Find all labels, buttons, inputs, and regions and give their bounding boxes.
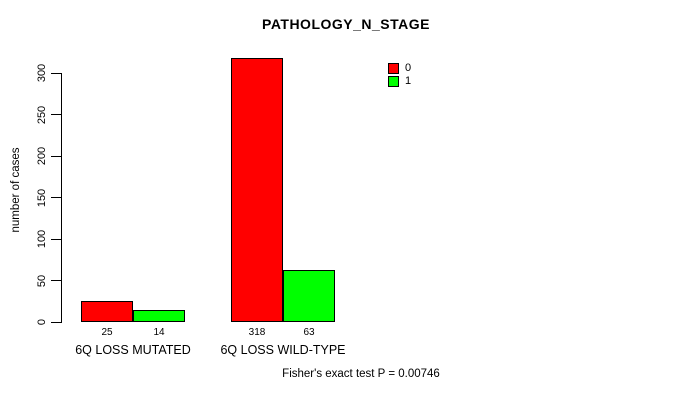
y-tick: [51, 72, 61, 74]
legend-swatch: [388, 63, 399, 74]
y-tick: [51, 280, 61, 281]
bar-1: [133, 310, 185, 322]
y-tick-label: 250: [36, 105, 48, 124]
category-label: 6Q LOSS WILD-TYPE: [220, 343, 346, 357]
y-tick: [51, 114, 61, 115]
y-axis-label: number of cases: [10, 147, 22, 233]
y-tick: [51, 321, 61, 323]
y-tick-label: 150: [36, 188, 48, 207]
legend-label: 1: [405, 75, 412, 87]
y-tick-label: 0: [36, 318, 48, 326]
bar-0: [231, 58, 283, 322]
legend-label: 0: [405, 62, 412, 74]
category-label: 6Q LOSS MUTATED: [75, 343, 191, 357]
chart-title: PATHOLOGY_N_STAGE: [262, 16, 430, 32]
bar-0: [81, 301, 133, 322]
bar-value-label: 14: [153, 327, 165, 338]
bar-1: [283, 270, 335, 322]
y-axis-line: [61, 73, 62, 323]
y-tick-label: 100: [36, 229, 48, 249]
bar-value-label: 318: [248, 327, 266, 338]
legend-entry: 0: [388, 63, 411, 74]
y-tick-label: 300: [36, 63, 48, 83]
y-tick-label: 50: [36, 274, 48, 287]
legend-entry: 1: [388, 76, 411, 87]
fisher-test-note: Fisher's exact test P = 0.00746: [282, 368, 440, 380]
y-tick: [51, 155, 61, 157]
y-tick: [51, 238, 61, 240]
bar-value-label: 63: [303, 327, 315, 338]
bar-value-label: 25: [101, 327, 113, 338]
y-tick: [51, 197, 61, 198]
legend-swatch: [388, 76, 399, 87]
y-tick-label: 200: [36, 146, 48, 166]
